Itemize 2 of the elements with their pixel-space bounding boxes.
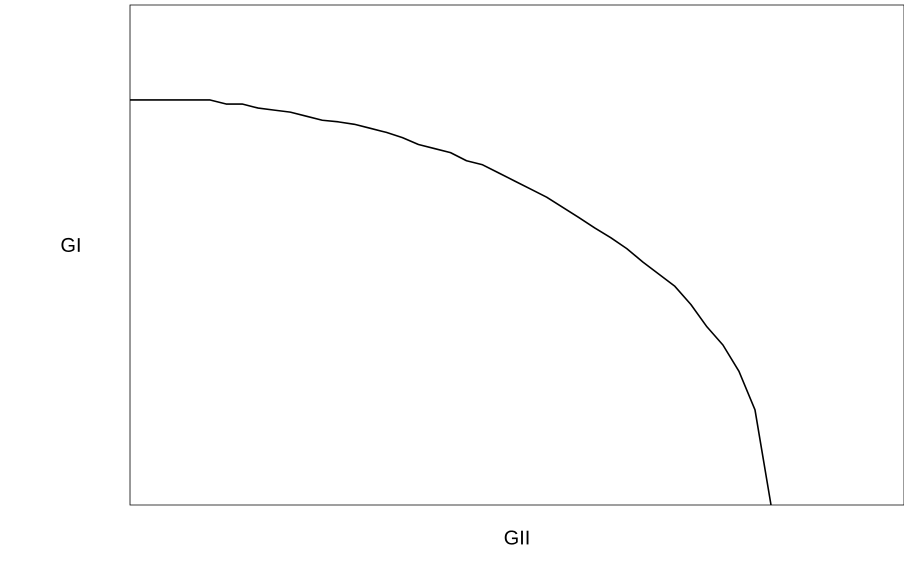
x-axis-title: GII <box>504 530 528 545</box>
y-axis-title: GI <box>61 238 80 252</box>
